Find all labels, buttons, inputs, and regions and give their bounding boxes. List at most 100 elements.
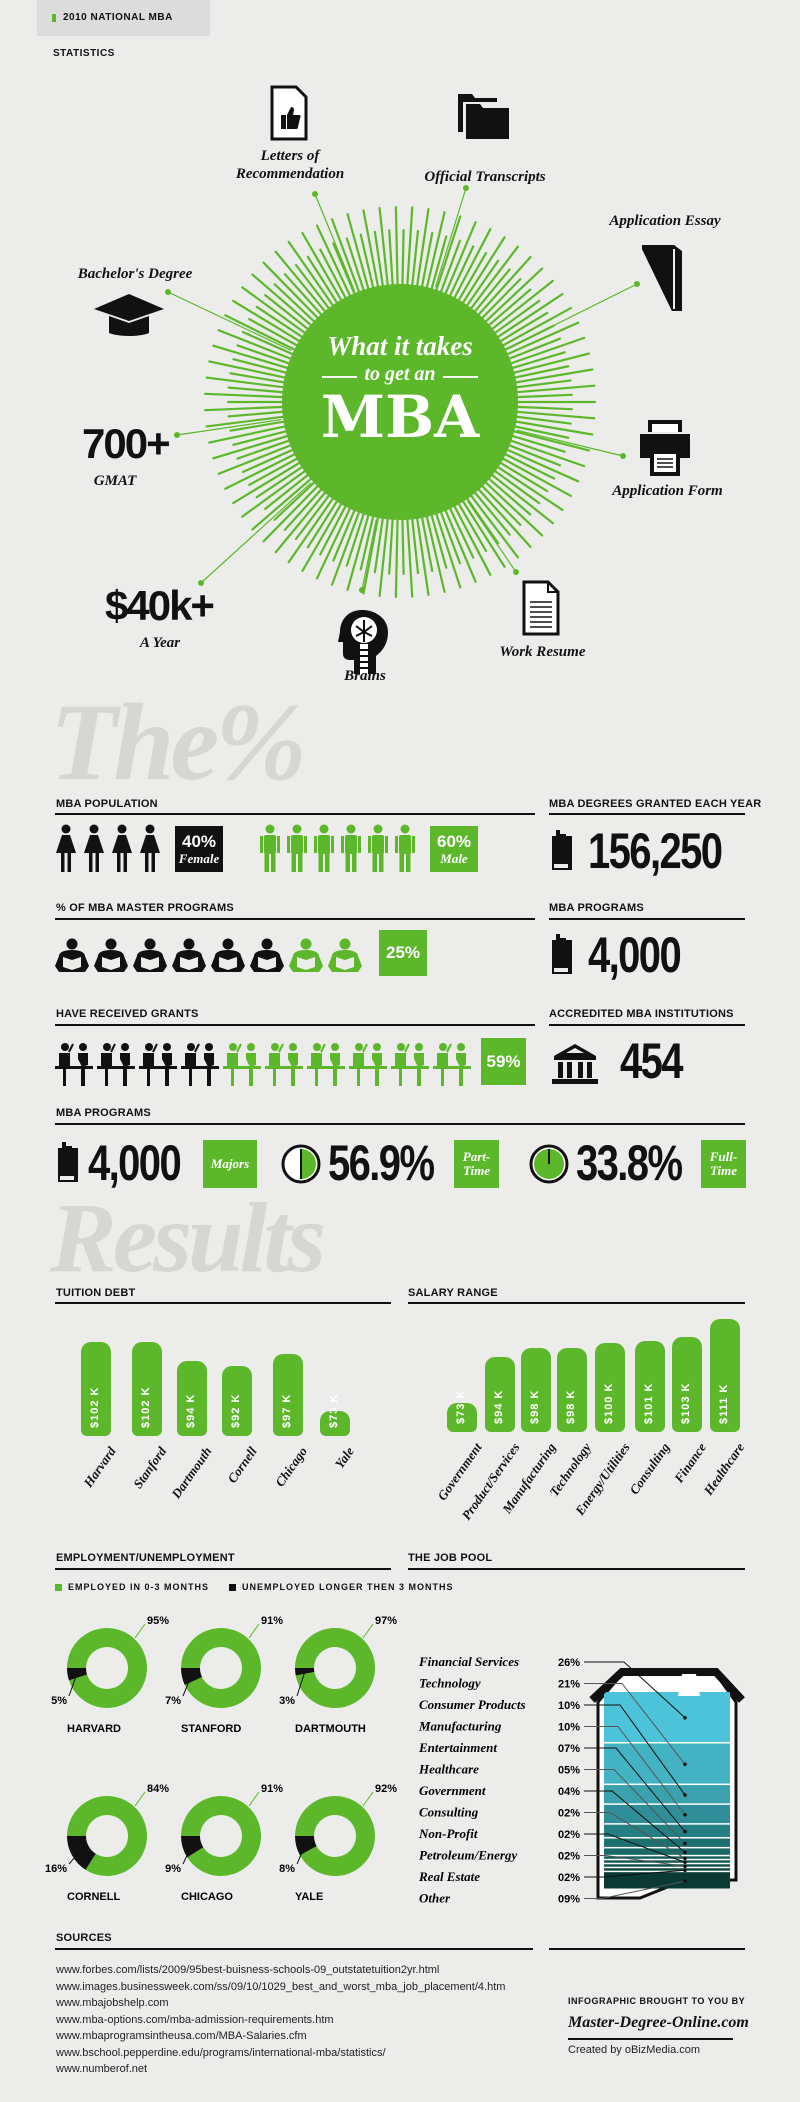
donut-unemployed-segment (67, 1836, 96, 1870)
legend-swatch-green (55, 1583, 62, 1591)
gmat-label: GMAT (93, 473, 137, 489)
brought-by: INFOGRAPHIC BROUGHT TO YOU BY (568, 1996, 746, 2006)
salary-bar (485, 1356, 515, 1432)
connector-line (314, 193, 356, 292)
cost-value: $40k+ (105, 582, 215, 629)
leader-line (296, 1843, 307, 1865)
tuition-bar (177, 1361, 207, 1436)
created-by: Created by oBizMedia.com (568, 2044, 701, 2056)
salary-bar (595, 1343, 625, 1432)
jobpool-pct: 09% (558, 1894, 580, 1906)
female-icon (112, 824, 132, 872)
connector-line (200, 482, 312, 584)
desk-person-icon (307, 1043, 345, 1086)
jobpool-pct: 21% (558, 1679, 580, 1691)
donut-employed-segment (181, 1628, 261, 1708)
salary-bar-value: $100 K (603, 1382, 615, 1424)
jar-stripe (604, 1872, 730, 1889)
male-badge: 60% Male (430, 826, 478, 872)
jobpool-leader (584, 1769, 686, 1844)
divider (55, 1948, 533, 1950)
jar-stripe (604, 1838, 730, 1847)
cost-label: A Year (139, 635, 181, 651)
male-icons (260, 824, 415, 872)
bachelor-label: Bachelor's Degree (77, 266, 193, 282)
desk-person-icon (97, 1043, 135, 1086)
source-link[interactable]: www.images.businessweek.com/ss/09/10/102… (56, 1980, 506, 1993)
jobpool-label: Non-Profit (418, 1826, 478, 1841)
tuition-bar (222, 1365, 252, 1436)
donut-unemployed-pct: 3% (279, 1695, 295, 1707)
donut-unemployed-pct: 5% (51, 1695, 67, 1707)
jobpool-label: Consulting (419, 1805, 479, 1820)
graduation-cap-icon (94, 294, 164, 336)
jobpool-pct: 02% (558, 1872, 580, 1884)
jobpool-leader (584, 1833, 686, 1863)
reader-icons (55, 938, 362, 972)
connector-line (176, 418, 282, 436)
divider (568, 2038, 733, 2040)
tuition-bar-label: Yale (332, 1444, 358, 1472)
connector-dot (463, 185, 469, 191)
jobpool-label: Technology (419, 1676, 481, 1691)
connector-line (516, 429, 624, 457)
donut-employed-segment (67, 1628, 148, 1708)
jobpool-title: THE JOB POOL (408, 1552, 493, 1564)
document-icon (522, 580, 560, 636)
connector-dot (620, 453, 626, 459)
full-time-value: 33.8% (576, 1135, 683, 1191)
divider (549, 813, 745, 815)
male-icon (260, 824, 280, 872)
source-link[interactable]: www.mba-options.com/mba-admission-requir… (56, 2013, 334, 2026)
jobpool-leader (584, 1704, 686, 1796)
population-title: MBA POPULATION (56, 798, 158, 810)
divider (55, 813, 535, 815)
master-title: % OF MBA MASTER PROGRAMS (56, 902, 234, 914)
divider (408, 1568, 745, 1570)
connector-dot (165, 289, 171, 295)
jar-stripe (604, 1860, 730, 1863)
tuition-bar-value: $102 K (89, 1386, 101, 1428)
donut-unemployed-pct: 9% (165, 1863, 181, 1875)
resume-label: Work Resume (499, 644, 586, 660)
donut-school-label: CHICAGO (181, 1891, 233, 1903)
divider (55, 1302, 391, 1304)
source-link[interactable]: www.mbaprogramsintheusa.com/MBA-Salaries… (56, 2030, 307, 2042)
reader-icon (94, 938, 128, 972)
employment-title: EMPLOYMENT/UNEMPLOYMENT (56, 1552, 235, 1564)
thumbs-up-document-icon (270, 85, 308, 141)
salary-bar (710, 1319, 740, 1432)
hero-line2: to get an (364, 363, 436, 385)
jobpool-dot (683, 1841, 687, 1846)
jobpool-leader (584, 1747, 686, 1832)
tuition-title: TUITION DEBT (56, 1287, 136, 1299)
part-time-value: 56.9% (328, 1135, 435, 1191)
donut-unemployed-pct: 7% (165, 1695, 181, 1707)
majors-badge: Majors (203, 1140, 257, 1188)
printer-icon (640, 420, 690, 476)
donut-employed-segment (295, 1628, 376, 1708)
book-icon (552, 830, 572, 870)
jobpool-label: Government (419, 1783, 486, 1798)
source-link[interactable]: www.forbes.com/lists/2009/95best-buisnes… (56, 1964, 440, 1976)
reader-icon (211, 938, 245, 972)
source-link[interactable]: www.numberof.net (56, 2063, 148, 2075)
jobpool-pct: 05% (558, 1765, 580, 1777)
source-link[interactable]: www.mbajobshelp.com (56, 1997, 169, 2009)
tuition-bar-label: Cornell (223, 1444, 260, 1486)
donut-school-label: YALE (295, 1891, 323, 1903)
legend-employed: EMPLOYED IN 0-3 MONTHS (55, 1582, 209, 1592)
jobpool-dot (683, 1793, 687, 1797)
desk-person-icon (55, 1043, 93, 1086)
jobpool-dot (683, 1762, 687, 1767)
male-icon (314, 824, 334, 872)
site-name: Master-Degree-Online.com (568, 2014, 749, 2031)
reader-icon (328, 938, 362, 972)
reader-icon (289, 938, 323, 972)
divider (55, 918, 535, 920)
donut-charts: 95% 5% HARVARD 91% 7% STANFORD 97% 3% DARTMOUTH 8… (45, 1615, 397, 1903)
tuition-bar-value: $92 K (230, 1393, 242, 1428)
source-link[interactable]: www.bschool.pepperdine.edu/programs/inte… (56, 2046, 386, 2059)
jobpool-dot (683, 1868, 687, 1872)
donut-unemployed-segment (295, 1836, 317, 1856)
